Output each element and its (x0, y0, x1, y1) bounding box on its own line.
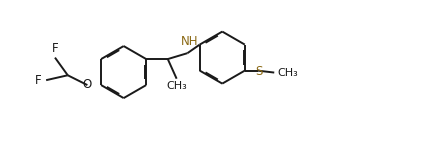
Text: CH₃: CH₃ (166, 81, 187, 91)
Text: CH₃: CH₃ (277, 67, 298, 78)
Text: S: S (255, 65, 262, 78)
Text: F: F (52, 42, 58, 55)
Text: F: F (34, 74, 41, 87)
Text: NH: NH (181, 35, 198, 48)
Text: O: O (83, 78, 92, 91)
